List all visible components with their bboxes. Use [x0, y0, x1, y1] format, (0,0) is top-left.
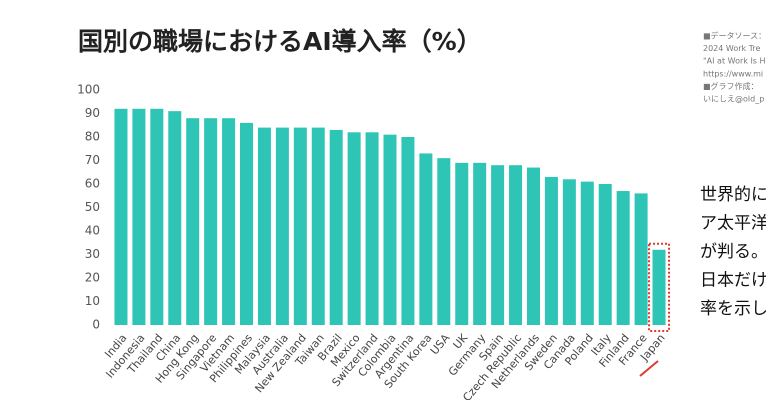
y-tick-label: 10 [85, 294, 100, 308]
bar [473, 162, 487, 325]
body-text: ア太平洋 [700, 214, 766, 234]
bar [509, 165, 523, 325]
source-note: ■グラフ作成： [703, 81, 759, 91]
body-text: が判る。 [700, 242, 766, 262]
bar [455, 162, 469, 325]
bar [204, 118, 218, 325]
bar [401, 137, 415, 325]
bar [652, 249, 666, 325]
chart-title: 国別の職場におけるAI導入率（%） [78, 27, 482, 56]
bar [311, 127, 325, 325]
bar [257, 127, 271, 325]
bar [562, 179, 576, 325]
y-tick-label: 70 [85, 153, 100, 167]
body-text: 率を示し [700, 299, 766, 319]
bar [544, 176, 558, 325]
bar [222, 118, 236, 325]
bar [186, 118, 200, 325]
y-tick-label: 0 [92, 318, 100, 332]
y-tick-label: 60 [85, 177, 100, 191]
bar [365, 132, 379, 325]
highlight-stroke [639, 360, 659, 377]
y-tick-label: 80 [85, 130, 100, 144]
bar [526, 167, 540, 325]
bar [598, 184, 612, 325]
bar [168, 111, 182, 326]
bar [329, 129, 343, 325]
bar [293, 127, 307, 325]
source-note: https://www.mi [703, 69, 763, 78]
bar [114, 108, 128, 325]
highlight-box [648, 242, 671, 332]
source-note: ■データソース： [703, 31, 766, 41]
bar [616, 191, 630, 325]
y-tick-label: 100 [77, 83, 100, 97]
body-text: 世界的に [700, 185, 766, 205]
bar [150, 108, 164, 325]
source-note: 2024 Work Tre [703, 44, 761, 53]
y-tick-label: 50 [85, 200, 100, 214]
bar [419, 153, 433, 325]
y-tick-label: 90 [85, 106, 100, 120]
body-text: 日本だけ [700, 271, 766, 291]
bar [491, 165, 505, 325]
source-note: "AI at Work Is H [703, 57, 766, 66]
bar [240, 122, 254, 326]
bar [132, 108, 146, 325]
y-tick-label: 40 [85, 224, 100, 238]
source-note: いにしえ@old_p [703, 95, 764, 104]
bar [437, 158, 451, 325]
bar [383, 134, 397, 325]
bar [634, 193, 648, 325]
y-tick-label: 20 [85, 271, 100, 285]
bar [275, 127, 289, 325]
y-tick-label: 30 [85, 247, 100, 261]
bar [347, 132, 361, 325]
bar [580, 181, 594, 325]
